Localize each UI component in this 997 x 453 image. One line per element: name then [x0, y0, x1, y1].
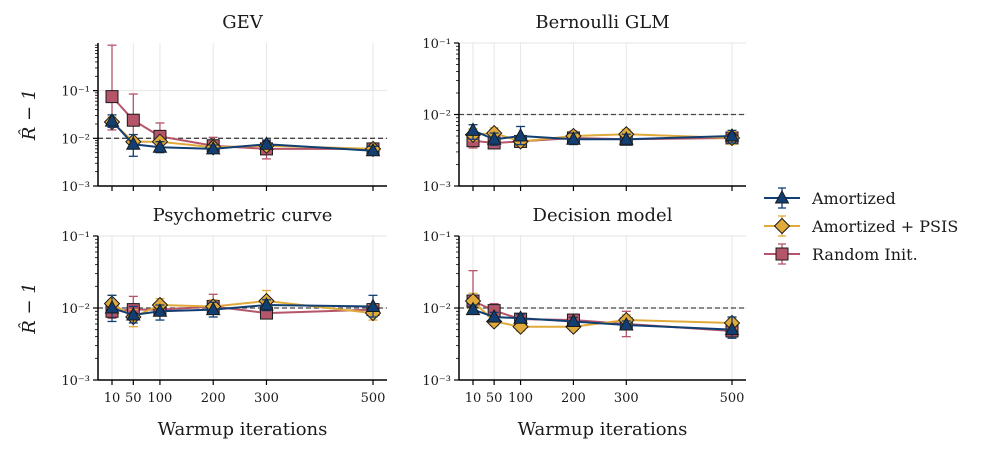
legend-item-amortized: Amortized	[764, 187, 896, 209]
y-tick-label: 10⁻¹	[61, 230, 90, 245]
panel-title: Bernoulli GLM	[535, 12, 669, 33]
amortized-line	[111, 120, 374, 152]
series-random-init	[466, 270, 739, 338]
legend: Amortized Amortized + PSIS Random Init.	[764, 187, 958, 265]
legend-label: Amortized + PSIS	[811, 217, 958, 236]
y-tick-label: 10⁻³	[422, 180, 451, 195]
amortized-marker	[486, 131, 502, 145]
amortized-line	[472, 308, 733, 331]
x-tick-label: 500	[361, 391, 386, 406]
amortized-marker	[465, 122, 481, 136]
x-axis-label: Warmup iterations	[518, 419, 688, 440]
panel-bernoulli-glm: 10⁻³ 10⁻² 10⁻¹ Bernoulli GLM	[422, 12, 746, 195]
panel-title: Psychometric curve	[153, 205, 333, 226]
y-tick-label: 10⁻²	[422, 109, 451, 124]
y-tick-label: 10⁻²	[61, 132, 90, 147]
amortized-marker	[125, 136, 141, 150]
panel-gev: 10⁻³ 10⁻² 10⁻¹ GEV R̂ − 1	[18, 12, 387, 195]
series-amortized	[465, 122, 740, 147]
amortized-marker	[104, 299, 120, 314]
legend-marker-diamond	[773, 217, 791, 235]
panel-decision-model: 10⁻³ 10⁻² 10⁻¹ 10 50 100 200 300 500 Decision mod…	[422, 205, 746, 440]
amortized-marker	[724, 321, 740, 336]
y-tick-label: 10⁻³	[422, 374, 451, 389]
legend-label: Amortized	[811, 189, 896, 208]
amortized-marker	[205, 140, 221, 155]
y-tick-label: 10⁻³	[61, 374, 90, 389]
amortized-marker	[724, 127, 740, 142]
legend-item-amortized-psis: Amortized + PSIS	[764, 215, 958, 237]
random-init-marker	[105, 90, 119, 104]
amortized-marker	[513, 127, 528, 142]
x-tick-label: 10	[465, 391, 482, 406]
amortized-marker	[618, 131, 634, 145]
x-tick-label: 300	[254, 391, 279, 406]
x-tick-label: 300	[614, 391, 639, 406]
random-init-line	[472, 300, 733, 332]
series-amortized-psis	[103, 113, 382, 158]
amortized-marker	[125, 306, 141, 321]
y-tick-label: 10⁻¹	[422, 37, 451, 52]
series-amortized	[104, 113, 381, 157]
legend-marker-square	[775, 247, 789, 261]
panel-title: GEV	[222, 12, 264, 33]
x-tick-label: 200	[561, 391, 586, 406]
amortized-marker	[513, 310, 528, 324]
amortized-marker	[205, 301, 221, 316]
amortized-marker	[465, 301, 481, 316]
panel-psychometric-curve: 10⁻³ 10⁻² 10⁻¹ 10 50 100 200 300 500 Psychometric…	[18, 205, 387, 440]
amortized-marker	[365, 298, 381, 312]
x-tick-label: 10	[104, 391, 121, 406]
series-amortized	[104, 294, 381, 324]
y-tick-label: 10⁻¹	[61, 85, 90, 100]
x-axis-label: Warmup iterations	[158, 419, 328, 440]
y-axis-label: R̂ − 1	[18, 282, 40, 335]
random-init-marker	[126, 113, 140, 127]
y-tick-label: 10⁻³	[61, 180, 90, 195]
series-amortized	[465, 301, 740, 339]
amortized-marker	[486, 308, 502, 323]
amortized-marker	[104, 113, 120, 127]
amortized-marker	[152, 303, 168, 317]
y-tick-label: 10⁻¹	[422, 230, 451, 245]
y-tick-label: 10⁻²	[61, 302, 90, 317]
amortized-marker	[566, 313, 581, 327]
x-tick-label: 500	[720, 391, 745, 406]
legend-item-random-init: Random Init.	[764, 243, 918, 265]
x-tick-label: 100	[508, 391, 533, 406]
amortized-marker	[365, 142, 381, 157]
amortized-psis-line	[111, 300, 374, 319]
panel-title: Decision model	[533, 205, 673, 226]
x-tick-label: 50	[486, 391, 503, 406]
y-axis-label: R̂ − 1	[18, 89, 40, 142]
amortized-psis-line	[111, 121, 374, 150]
amortized-marker	[566, 131, 581, 145]
x-tick-label: 50	[125, 391, 142, 406]
x-tick-label: 200	[201, 391, 226, 406]
x-tick-label: 100	[148, 391, 173, 406]
amortized-marker	[259, 136, 274, 150]
legend-marker-triangle	[774, 189, 790, 204]
legend-label: Random Init.	[812, 245, 918, 264]
amortized-marker	[618, 316, 634, 331]
chart-panels: 10⁻³ 10⁻² 10⁻¹ GEV R̂ − 1 10⁻³ 10⁻² 10⁻¹ Bernoul…	[18, 12, 746, 440]
y-tick-label: 10⁻²	[422, 302, 451, 317]
amortized-marker	[152, 139, 168, 153]
amortized-marker	[259, 296, 274, 311]
